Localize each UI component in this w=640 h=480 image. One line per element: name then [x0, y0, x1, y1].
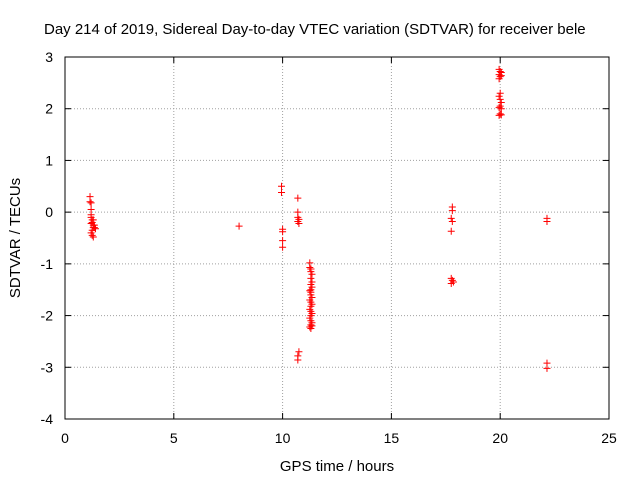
data-point [87, 220, 95, 228]
data-point [88, 231, 96, 239]
data-point [295, 348, 303, 356]
data-point [308, 322, 316, 330]
data-point [448, 276, 456, 284]
x-tick-label: 20 [492, 430, 508, 446]
y-tick-label: -1 [41, 256, 54, 272]
data-point [87, 199, 95, 207]
data-point [447, 214, 455, 222]
data-point [497, 111, 505, 119]
data-point [497, 99, 505, 107]
x-tick-label: 0 [61, 430, 69, 446]
data-point [308, 270, 316, 278]
x-tick-label: 5 [170, 430, 178, 446]
y-tick-label: 0 [45, 204, 53, 220]
y-tick-label: 3 [45, 49, 53, 65]
data-points [86, 65, 551, 372]
y-tick-label: 1 [45, 152, 53, 168]
data-point [306, 287, 314, 295]
data-point [295, 220, 303, 228]
data-point [497, 72, 505, 80]
data-point [294, 194, 302, 202]
y-axis-label: SDTVAR / TECUs [7, 178, 24, 298]
grid-lines [65, 57, 609, 419]
data-point [89, 216, 97, 224]
data-point [279, 243, 287, 251]
y-tick-label: 2 [45, 101, 53, 117]
data-point [235, 222, 243, 230]
data-point [86, 198, 94, 206]
data-point [496, 89, 504, 97]
data-point [307, 274, 315, 282]
data-point [91, 225, 99, 233]
data-point [448, 207, 456, 215]
plot-frame [64, 56, 610, 420]
y-tick-label: -2 [41, 308, 54, 324]
data-point [447, 280, 455, 288]
data-point [448, 217, 456, 225]
y-tick-label: -4 [41, 411, 54, 427]
data-point [278, 182, 286, 190]
data-point [307, 286, 315, 294]
data-point [279, 237, 287, 245]
data-point [495, 92, 503, 100]
data-point [294, 356, 302, 364]
data-point [89, 233, 97, 241]
data-point [543, 364, 551, 372]
x-tick-label: 10 [275, 430, 291, 446]
data-point [496, 95, 504, 103]
x-tick-label: 25 [601, 430, 617, 446]
data-point [543, 217, 551, 225]
data-point [447, 227, 455, 235]
data-point [90, 224, 98, 232]
x-axis-label: GPS time / hours [280, 458, 394, 475]
data-point [496, 110, 504, 118]
data-point [307, 265, 315, 273]
data-point [279, 228, 287, 236]
y-tick-label: -3 [41, 359, 54, 375]
data-point [278, 188, 286, 196]
x-tick-label: 15 [384, 430, 400, 446]
data-point [497, 105, 505, 113]
data-point [306, 263, 314, 271]
chart-title: Day 214 of 2019, Sidereal Day-to-day VTE… [44, 21, 586, 38]
